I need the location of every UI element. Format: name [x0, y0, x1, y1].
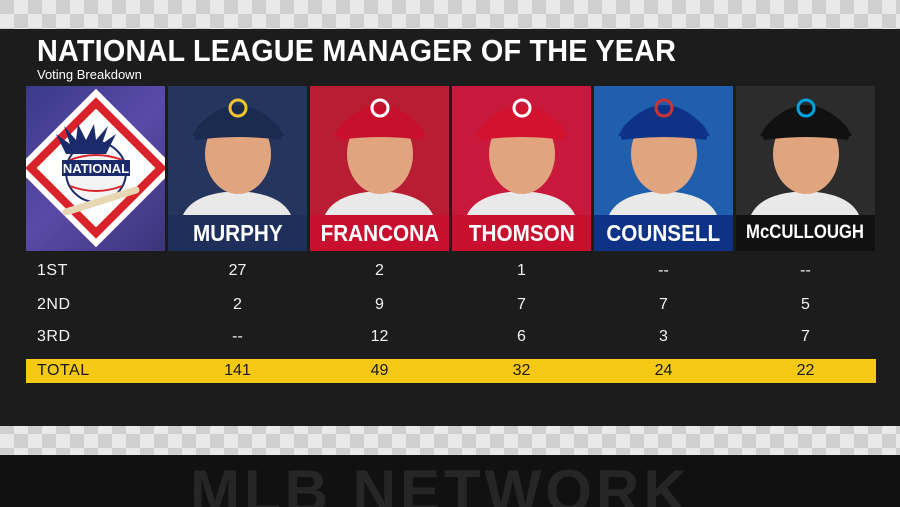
vote-cell: 6	[517, 328, 526, 345]
manager-name-plate: McCULLOUGH	[736, 215, 875, 251]
manager-photo	[168, 86, 307, 215]
manager-name: MURPHY	[192, 219, 283, 246]
manager-name: THOMSON	[468, 219, 575, 246]
manager-card-murphy: MURPHY	[168, 86, 307, 251]
manager-photo	[452, 86, 591, 215]
network-watermark: MLB NETWORK	[190, 458, 691, 507]
vote-cell: 7	[801, 328, 810, 345]
vote-cell: 3	[659, 328, 668, 345]
total-row: TOTAL 141 49 32 24 22	[26, 359, 876, 383]
row-label-total: TOTAL	[37, 362, 90, 379]
row-label-1st: 1ST	[37, 262, 68, 279]
graphic-subtitle: Voting Breakdown	[37, 67, 142, 82]
manager-name: McCULLOUGH	[746, 222, 865, 243]
vote-cell: 2	[233, 296, 242, 313]
national-logo-text: NATIONAL	[63, 161, 129, 176]
vote-cell: 1	[517, 262, 526, 279]
vote-cell: 7	[517, 296, 526, 313]
cubs-logo-icon	[656, 100, 672, 116]
vote-cell: 12	[370, 328, 389, 345]
total-cell: 49	[370, 362, 389, 379]
total-cell: 141	[224, 362, 251, 379]
manager-card-mccullough: McCULLOUGH	[736, 86, 875, 251]
manager-card-francona: FRANCONA	[310, 86, 449, 251]
manager-name: COUNSELL	[606, 219, 721, 246]
manager-card-thomson: THOMSON	[452, 86, 591, 251]
reds-logo-icon	[372, 100, 388, 116]
manager-card-counsell: COUNSELL	[594, 86, 733, 251]
manager-photo	[310, 86, 449, 215]
vote-cell: 5	[801, 296, 810, 313]
row-label-2nd: 2ND	[37, 296, 71, 313]
manager-name-plate: COUNSELL	[594, 215, 733, 251]
vote-cell: 2	[375, 262, 384, 279]
vote-cell: --	[232, 328, 243, 345]
national-league-logo-card: NATIONAL	[26, 86, 165, 251]
bottom-band: MLB NETWORK	[0, 455, 900, 507]
vote-cell: 27	[228, 262, 247, 279]
manager-name: FRANCONA	[320, 219, 439, 246]
vote-cell: 7	[659, 296, 668, 313]
national-league-logo-icon: NATIONAL	[26, 88, 165, 248]
manager-photo	[594, 86, 733, 215]
marlins-logo-icon	[798, 100, 814, 116]
brewers-logo-icon	[230, 100, 246, 116]
row-label-3rd: 3RD	[37, 328, 71, 345]
manager-photo	[736, 86, 875, 215]
graphic-title: NATIONAL LEAGUE MANAGER OF THE YEAR	[37, 33, 677, 68]
vote-cell: --	[658, 262, 669, 279]
vote-cell: --	[800, 262, 811, 279]
manager-name-plate: THOMSON	[452, 215, 591, 251]
total-cell: 32	[512, 362, 531, 379]
total-cell: 22	[796, 362, 815, 379]
vote-cell: 9	[375, 296, 384, 313]
manager-name-plate: MURPHY	[168, 215, 307, 251]
phillies-logo-icon	[514, 100, 530, 116]
manager-name-plate: FRANCONA	[310, 215, 449, 251]
total-cell: 24	[654, 362, 673, 379]
